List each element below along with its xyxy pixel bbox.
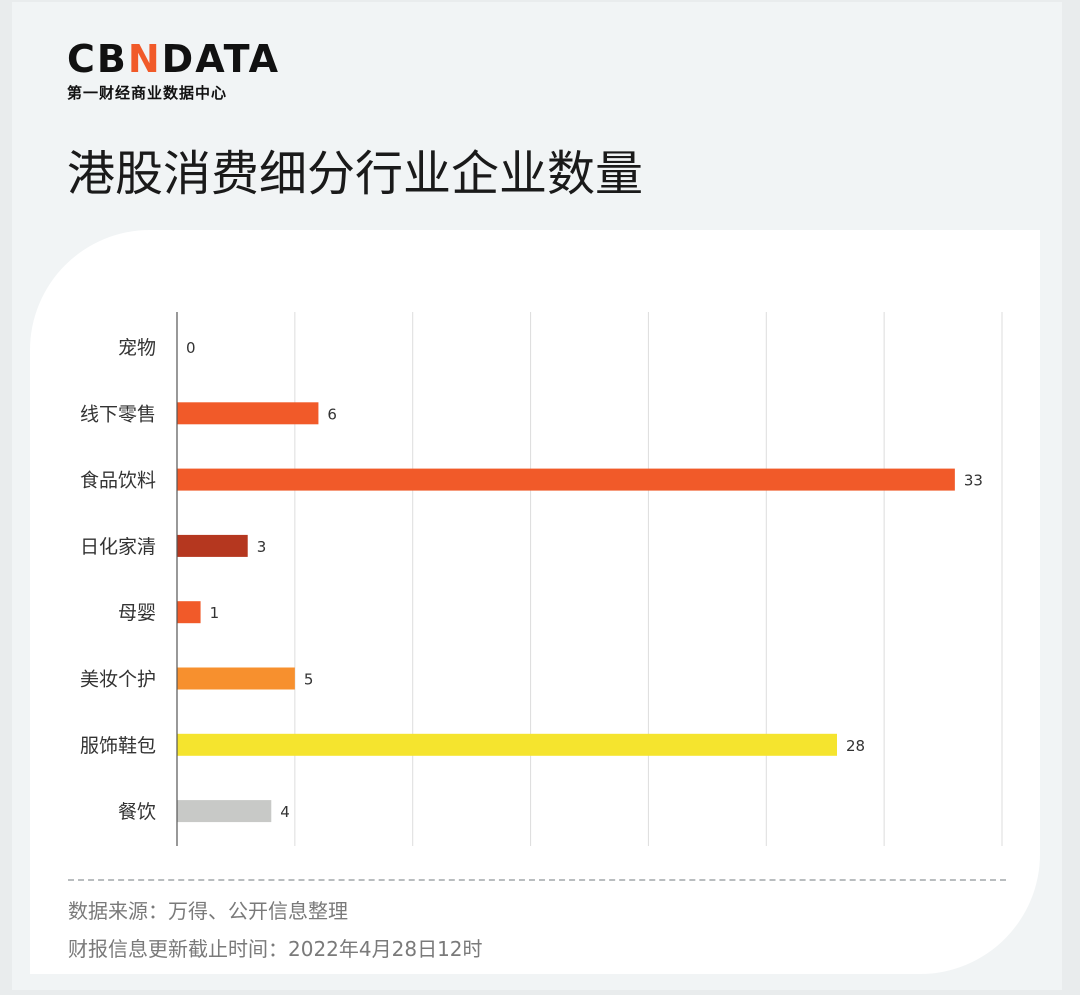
data-label: 33 [964, 472, 983, 490]
category-label: 母婴 [118, 602, 156, 624]
data-label: 0 [186, 339, 196, 357]
data-label: 6 [327, 405, 337, 423]
bar-1 [177, 402, 319, 425]
chart-card: 宠物 0 线下零售 6 食品饮料 33 日化家清 3 母婴 1 美妆个护 5 服饰鞋包 28 餐饮 4 数据来… [30, 230, 1040, 974]
category-label: 服饰鞋包 [80, 735, 156, 757]
footnote-update-time: 财报信息更新截止时间：2022年4月28日12时 [68, 937, 483, 961]
bar-7 [177, 800, 272, 823]
footnote-divider [68, 879, 1006, 881]
bar-3 [177, 534, 248, 557]
category-label: 日化家清 [80, 536, 156, 558]
footnote-source: 数据来源：万得、公开信息整理 [68, 899, 348, 923]
data-label: 28 [846, 737, 865, 755]
infographic-page: CBNDATA 第一财经商业数据中心 港股消费细分行业企业数量 宠物 0 线下零售 6… [12, 2, 1062, 990]
logo-wordmark: CBNDATA [67, 37, 281, 81]
data-label: 4 [280, 803, 290, 821]
category-label: 餐饮 [118, 801, 156, 823]
category-label: 线下零售 [80, 403, 156, 425]
page-title: 港股消费细分行业企业数量 [67, 146, 644, 202]
logo-tagline: 第一财经商业数据中心 [67, 84, 228, 102]
data-label: 3 [257, 538, 267, 556]
bar-5 [177, 667, 295, 690]
category-label: 宠物 [118, 337, 156, 359]
data-label: 5 [304, 671, 314, 689]
category-label: 食品饮料 [80, 470, 156, 492]
bar-6 [177, 733, 837, 756]
bar-2 [177, 468, 955, 491]
cbndata-logo: CBNDATA 第一财经商业数据中心 [67, 38, 280, 103]
bar-4 [177, 601, 201, 624]
data-label: 1 [210, 604, 220, 622]
category-label: 美妆个护 [80, 669, 156, 691]
bar-chart: 宠物 0 线下零售 6 食品饮料 33 日化家清 3 母婴 1 美妆个护 5 服饰鞋包 28 餐饮 4 [80, 312, 1003, 846]
